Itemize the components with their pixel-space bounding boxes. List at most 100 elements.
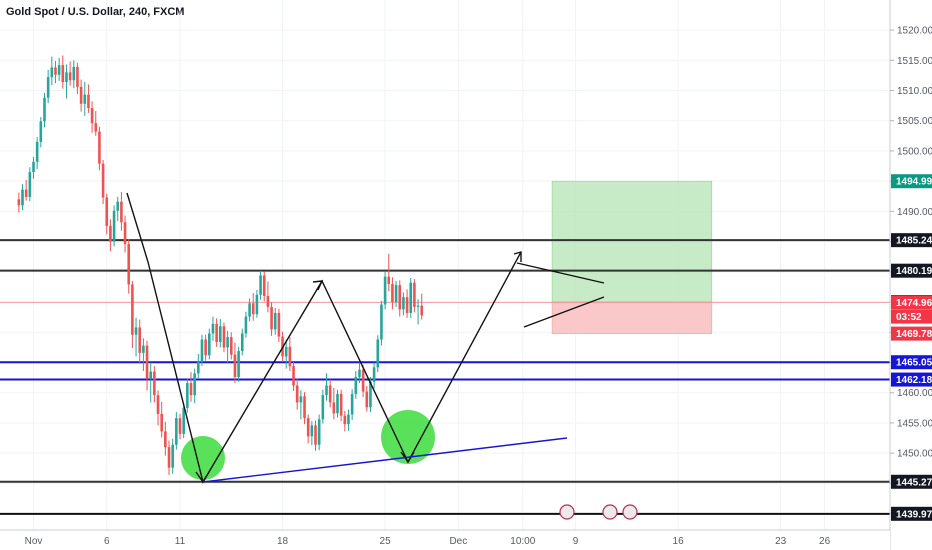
event-flag-icon[interactable] bbox=[622, 504, 638, 520]
price-tag-label: 1469.78 bbox=[896, 329, 932, 340]
candle-body bbox=[273, 312, 277, 330]
time-axis[interactable]: Nov 6 11 18 25 Dec 10:00 9 16 23 26 bbox=[0, 529, 890, 550]
candle bbox=[295, 378, 299, 410]
candle-body bbox=[167, 447, 171, 468]
candle-body bbox=[200, 339, 204, 362]
candle-body bbox=[332, 402, 336, 414]
candle-body bbox=[277, 312, 281, 337]
candle-body bbox=[402, 297, 405, 310]
candle bbox=[90, 101, 94, 133]
candle-body bbox=[240, 333, 244, 352]
candle bbox=[131, 280, 134, 349]
candle-body bbox=[325, 385, 328, 396]
candle-body bbox=[127, 244, 131, 285]
candle bbox=[200, 334, 204, 367]
candle-body bbox=[259, 275, 262, 295]
candle-body bbox=[394, 285, 398, 303]
candle-body bbox=[101, 163, 105, 198]
price-tick-label: 1505.00 bbox=[897, 116, 932, 127]
candle bbox=[314, 420, 317, 451]
price-tick-label: 1510.00 bbox=[897, 86, 932, 97]
time-tick-label: 16 bbox=[673, 536, 685, 547]
price-tick-label: 1460.00 bbox=[897, 388, 932, 399]
price-tag-label: 1480.19 bbox=[896, 266, 932, 277]
candle bbox=[303, 392, 306, 425]
candle bbox=[387, 253, 391, 292]
candle bbox=[226, 331, 229, 364]
candle-body bbox=[222, 326, 226, 348]
chart-grid bbox=[0, 0, 890, 530]
candle bbox=[358, 362, 361, 384]
candle-body bbox=[251, 303, 255, 315]
candle-body bbox=[365, 391, 369, 408]
price-tag-bg bbox=[891, 295, 932, 310]
candle bbox=[299, 390, 303, 420]
long-position-tool[interactable] bbox=[0, 180, 890, 334]
candle bbox=[270, 302, 273, 336]
candle-body bbox=[90, 108, 94, 124]
candle-body bbox=[54, 67, 57, 75]
price-tag-label: 1462.18 bbox=[896, 375, 932, 386]
event-flag-icon[interactable] bbox=[559, 504, 575, 520]
economic-events[interactable] bbox=[559, 504, 638, 520]
candle bbox=[237, 346, 240, 382]
candle-body bbox=[123, 222, 127, 245]
price-tag-label: 1445.27 bbox=[896, 477, 932, 488]
candle bbox=[164, 421, 167, 456]
candle-body bbox=[295, 385, 299, 403]
price-tick-label: 1520.00 bbox=[897, 26, 932, 37]
candle-body bbox=[317, 419, 321, 445]
candle bbox=[402, 292, 405, 316]
price-tag-label: 1465.05 bbox=[896, 358, 932, 369]
candle-body bbox=[178, 418, 182, 434]
price-tag-bg bbox=[891, 372, 932, 387]
candle-body bbox=[255, 294, 259, 315]
candle bbox=[28, 167, 32, 202]
candle bbox=[350, 389, 354, 420]
price-tag-bg bbox=[891, 263, 932, 278]
candle bbox=[171, 438, 174, 474]
candle bbox=[365, 386, 369, 412]
arrow-head-2 bbox=[312, 280, 324, 291]
time-tick-label: 26 bbox=[819, 536, 831, 547]
candle-body bbox=[182, 407, 185, 434]
candle-body bbox=[288, 346, 292, 367]
candle-body bbox=[171, 444, 174, 468]
candle-body bbox=[79, 86, 83, 104]
candle-body bbox=[420, 305, 424, 316]
candle bbox=[262, 271, 266, 302]
arrow-head-3 bbox=[400, 451, 415, 464]
price-tag-bg bbox=[891, 309, 932, 324]
candle bbox=[193, 368, 196, 404]
candle-body bbox=[380, 304, 383, 340]
candle-body bbox=[233, 354, 237, 378]
candle bbox=[134, 317, 138, 357]
price-tick-label: 1490.00 bbox=[897, 207, 932, 218]
price-tag-label: 03:52 bbox=[896, 312, 922, 323]
price-tick-label: 1515.00 bbox=[897, 56, 932, 67]
candle-body bbox=[405, 297, 409, 313]
candle-body bbox=[211, 323, 215, 334]
candle bbox=[83, 82, 87, 116]
price-tag-label: 1494.99 bbox=[896, 177, 932, 188]
candle-body bbox=[138, 327, 142, 353]
candle-body bbox=[358, 369, 361, 378]
candle bbox=[54, 60, 57, 84]
candle bbox=[405, 289, 409, 318]
candle bbox=[354, 370, 358, 399]
candle-body bbox=[204, 339, 207, 356]
event-flag-icon[interactable] bbox=[602, 504, 618, 520]
candle bbox=[310, 421, 314, 446]
candle bbox=[112, 205, 116, 247]
time-tick-label: Dec bbox=[449, 536, 467, 547]
candle bbox=[317, 414, 321, 451]
support-trendline bbox=[202, 437, 568, 483]
candle bbox=[21, 184, 24, 211]
time-tick-label: Nov bbox=[25, 536, 43, 547]
price-tick-label: 1450.00 bbox=[897, 449, 932, 460]
candle bbox=[98, 126, 101, 171]
time-tick-label: 11 bbox=[175, 536, 186, 547]
candle-body bbox=[153, 371, 156, 396]
candle-body bbox=[156, 395, 160, 414]
